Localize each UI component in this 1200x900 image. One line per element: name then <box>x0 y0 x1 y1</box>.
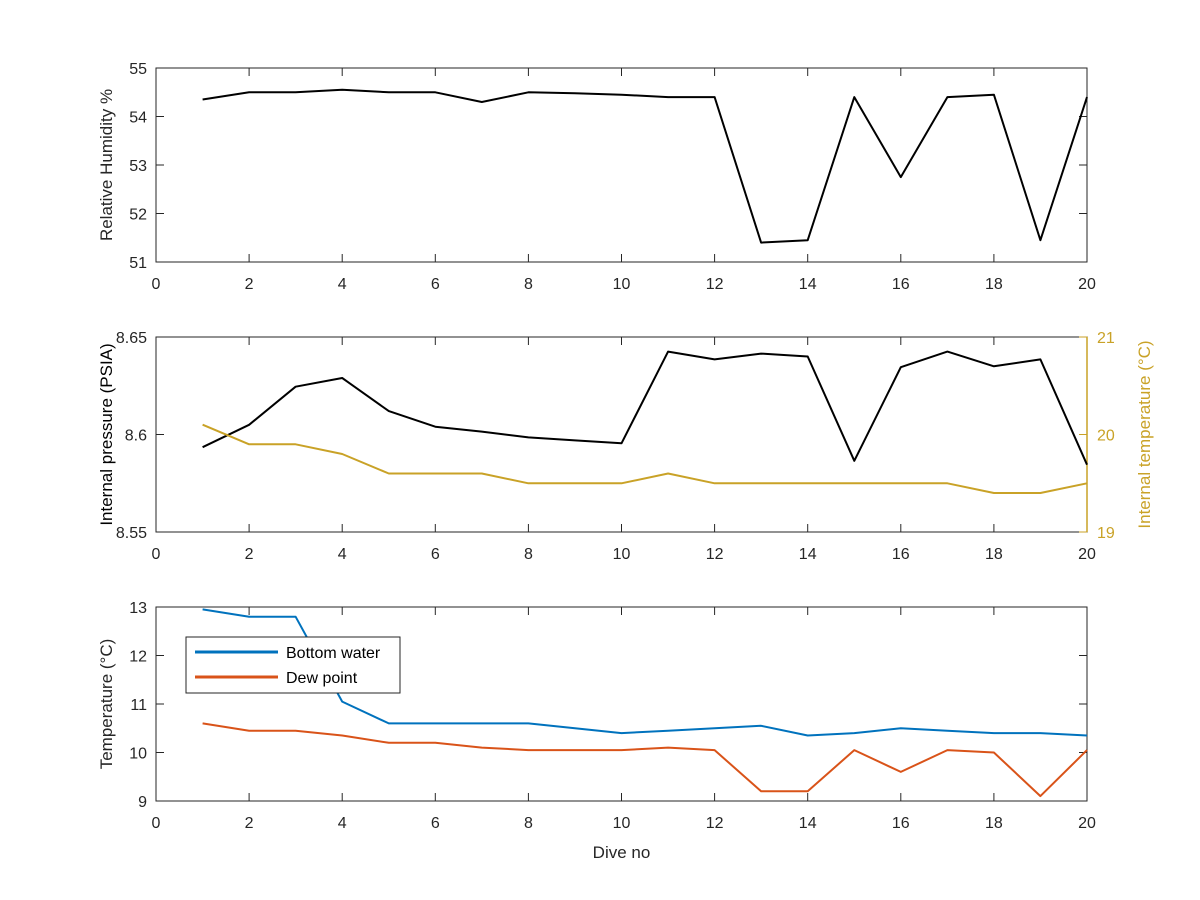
series-line-1 <box>202 608 1088 737</box>
x-tick-label: 12 <box>706 276 724 293</box>
y-tick-label-right: 20 <box>1097 428 1115 445</box>
x-tick-label: 10 <box>613 815 631 832</box>
x-tick-label: 18 <box>985 546 1003 563</box>
x-tick-label: 4 <box>338 815 347 832</box>
y-tick-label: 8.6 <box>125 428 147 445</box>
y-tick-label: 13 <box>129 600 147 617</box>
y-tick-label: 51 <box>129 255 147 272</box>
x-tick-label: 2 <box>245 546 254 563</box>
legend-box <box>185 636 401 694</box>
y-tick-label: 8.65 <box>116 330 147 347</box>
y-axis-label-right: Internal temperature (°C) <box>1135 340 1154 528</box>
y-tick-label: 55 <box>129 61 147 78</box>
x-axis-label: Dive no <box>593 843 651 862</box>
x-tick-label: 12 <box>706 815 724 832</box>
subplot-1: 0 2 4 6 8 10 12 14 16 18 20 51 52 53 54 55 Relative Humi… <box>97 61 1096 293</box>
x-tick-label: 16 <box>892 276 910 293</box>
y-tick-label: 53 <box>129 158 147 175</box>
series-line-1 <box>202 88 1088 244</box>
series-line-2 <box>202 722 1088 798</box>
legend: Bottom water Dew point <box>185 636 401 694</box>
legend-label: Dew point <box>286 670 358 687</box>
x-tick-label: 6 <box>431 276 440 293</box>
axes-box <box>155 67 1088 263</box>
x-tick-label: 16 <box>892 815 910 832</box>
x-tick-label: 2 <box>245 276 254 293</box>
x-tick-label: 14 <box>799 546 817 563</box>
x-tick-label: 20 <box>1078 276 1096 293</box>
x-tick-label: 4 <box>338 276 347 293</box>
y-tick-label: 8.55 <box>116 525 147 542</box>
x-tick-label: 8 <box>524 546 533 563</box>
axes-box <box>155 606 1088 802</box>
y-axis-label: Relative Humidity % <box>97 89 116 241</box>
x-tick-label: 12 <box>706 546 724 563</box>
x-tick-label: 18 <box>985 815 1003 832</box>
y-tick-label: 52 <box>129 207 147 224</box>
y-tick-label: 10 <box>129 746 147 763</box>
y-tick-label-right: 19 <box>1097 525 1115 542</box>
axes-box <box>155 336 1088 533</box>
x-tick-label: 10 <box>613 546 631 563</box>
x-tick-label: 20 <box>1078 546 1096 563</box>
x-tick-label: 6 <box>431 815 440 832</box>
x-tick-label: 14 <box>799 276 817 293</box>
x-tick-label: 0 <box>152 815 161 832</box>
x-tick-label: 0 <box>152 546 161 563</box>
series-line-1 <box>202 350 1088 466</box>
subplot-3: 0 2 4 6 8 10 12 14 16 18 20 9 10 11 12 13 Temperature (°… <box>97 600 1096 862</box>
y-tick-label-right: 21 <box>1097 330 1115 347</box>
x-tick-label: 14 <box>799 815 817 832</box>
subplot-2: 0 2 4 6 8 10 12 14 16 18 208.558.68.65192021Intern… <box>97 330 1154 563</box>
y-tick-label: 9 <box>138 794 147 811</box>
x-tick-label: 8 <box>524 815 533 832</box>
x-tick-label: 20 <box>1078 815 1096 832</box>
x-tick-label: 4 <box>338 546 347 563</box>
x-tick-label: 18 <box>985 276 1003 293</box>
x-tick-label: 8 <box>524 276 533 293</box>
legend-label: Bottom water <box>286 645 381 662</box>
x-tick-label: 2 <box>245 815 254 832</box>
y-axis-label: Temperature (°C) <box>97 639 116 770</box>
x-tick-label: 0 <box>152 276 161 293</box>
y-tick-label: 12 <box>129 649 147 666</box>
series-line-2 <box>202 423 1088 494</box>
x-tick-label: 10 <box>613 276 631 293</box>
y-axis-label: Internal pressure (PSIA) <box>97 343 116 525</box>
y-tick-label: 11 <box>130 697 147 714</box>
x-tick-label: 16 <box>892 546 910 563</box>
x-tick-label: 6 <box>431 546 440 563</box>
y-tick-label: 54 <box>129 110 147 127</box>
